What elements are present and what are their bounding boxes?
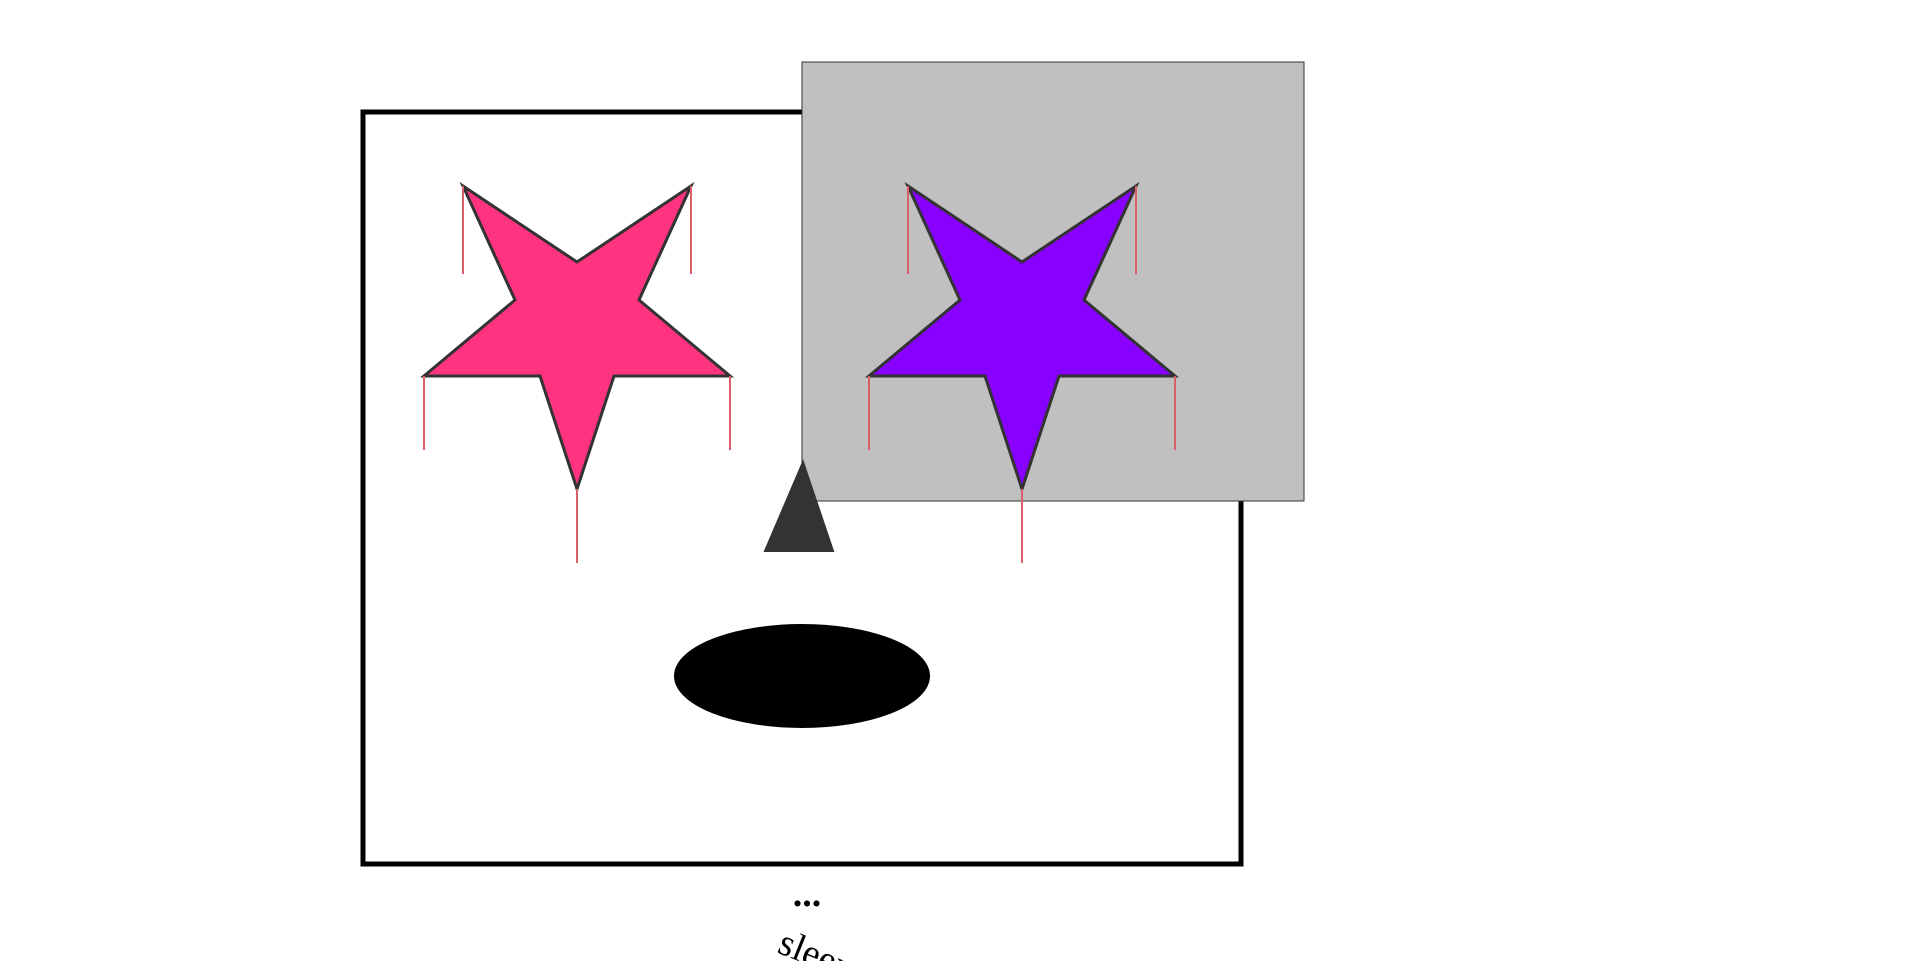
left-eye-drips <box>423 186 731 563</box>
caption-ellipsis: ... <box>793 873 822 915</box>
right-eye <box>864 181 1180 563</box>
right-star-eye <box>864 181 1180 494</box>
nose-triangle <box>763 459 835 552</box>
left-star-eye <box>419 181 735 494</box>
right-eye-drips <box>868 186 1176 563</box>
caption-word: sleep <box>773 921 861 961</box>
left-eye <box>419 181 735 563</box>
mouth-ellipse <box>674 624 930 728</box>
